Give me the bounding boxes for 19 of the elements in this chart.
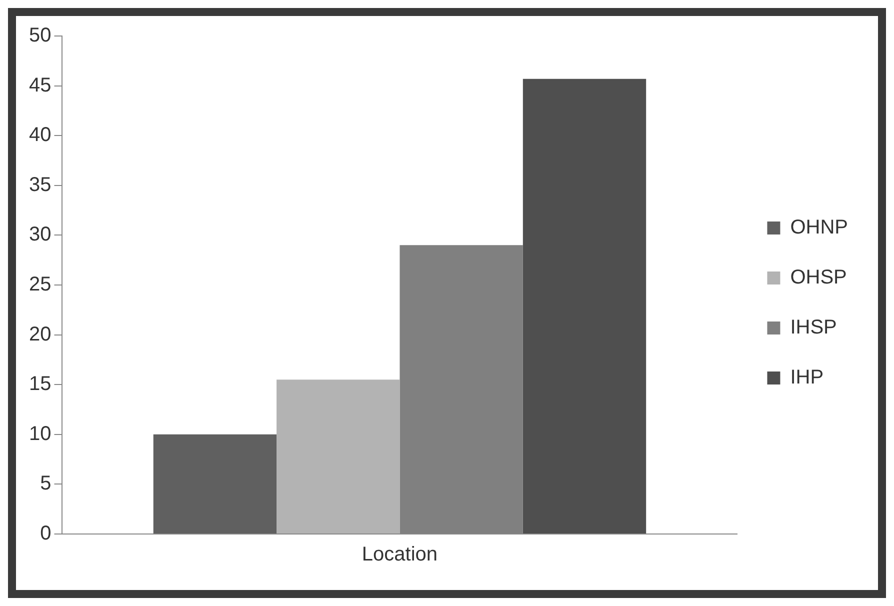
x-tick-label: Location (362, 544, 438, 566)
legend-label: OHNP (790, 216, 848, 239)
y-tick-label: 30 (28, 224, 52, 246)
y-tick-label: 50 (28, 24, 52, 47)
y-tick-label: 35 (28, 174, 52, 196)
y-tick-label: 10 (28, 422, 52, 445)
y-tick-label: 40 (28, 124, 52, 146)
y-tick-label: 5 (40, 472, 52, 495)
bar (276, 380, 400, 534)
y-tick-label: 45 (28, 74, 52, 96)
y-tick-label: 15 (28, 373, 52, 396)
legend-label: IHP (790, 366, 824, 389)
legend-label: OHSP (790, 266, 847, 289)
bar (153, 434, 277, 534)
y-tick-label: 25 (28, 274, 52, 296)
y-tick-label: 0 (40, 522, 52, 545)
bar (522, 78, 646, 534)
legend-label: IHSP (790, 316, 837, 339)
y-tick-label: 20 (28, 323, 52, 346)
